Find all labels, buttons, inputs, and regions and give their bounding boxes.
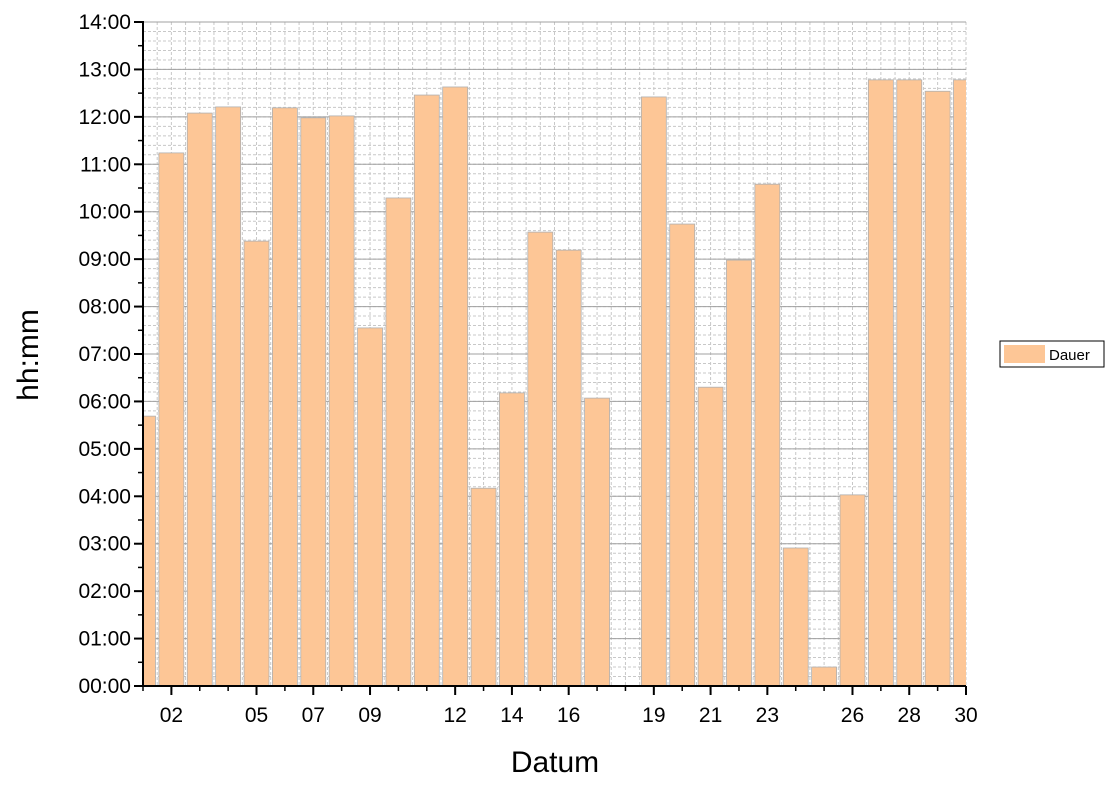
bar — [243, 240, 270, 686]
bar — [328, 115, 355, 686]
x-tick-label: 19 — [642, 704, 665, 727]
bar — [272, 107, 298, 686]
y-tick-label: 13:00 — [78, 58, 131, 81]
bar — [811, 666, 837, 686]
y-tick-label: 03:00 — [78, 533, 131, 556]
bar — [215, 106, 242, 686]
y-tick-label: 07:00 — [78, 343, 131, 366]
bar — [924, 90, 951, 686]
bar — [158, 152, 185, 686]
x-tick-label: 05 — [245, 704, 268, 727]
x-tick-label: 12 — [443, 704, 466, 727]
y-tick-label: 11:00 — [80, 153, 131, 176]
bar — [669, 223, 696, 686]
y-tick-label: 04:00 — [78, 485, 131, 508]
bar — [470, 487, 497, 686]
x-axis-label: Datum — [511, 746, 599, 779]
legend-swatch — [1004, 345, 1045, 363]
x-tick-label: 23 — [756, 704, 779, 727]
x-tick-label: 02 — [160, 704, 183, 727]
bar — [300, 117, 327, 686]
bar — [357, 327, 383, 686]
y-tick-label: 08:00 — [78, 296, 131, 319]
x-tick-label: 28 — [898, 704, 921, 727]
bar — [555, 249, 582, 686]
bar — [442, 86, 469, 686]
bar — [726, 259, 752, 686]
y-tick-label: 14:00 — [78, 11, 131, 34]
y-tick-label: 10:00 — [78, 201, 131, 224]
bar — [499, 392, 525, 686]
x-tick-label: 26 — [841, 704, 864, 727]
bar — [839, 494, 866, 686]
bar — [896, 79, 923, 686]
bar — [527, 231, 554, 686]
bar — [867, 79, 894, 686]
y-tick-label: 09:00 — [78, 248, 131, 271]
bar — [953, 79, 966, 686]
bar — [697, 386, 724, 686]
bar — [782, 547, 809, 686]
x-tick-label: 16 — [557, 704, 580, 727]
bar — [186, 112, 213, 686]
x-tick-label: 30 — [954, 704, 977, 727]
legend: Dauer — [999, 340, 1105, 368]
y-tick-label: 02:00 — [78, 580, 131, 603]
bar — [413, 94, 440, 686]
bar — [385, 197, 412, 686]
x-tick-label: 07 — [302, 704, 325, 727]
x-tick-label: 09 — [358, 704, 381, 727]
bar — [584, 397, 610, 686]
axes: 00:00 01:00 02:00 03:00 04:00 05:00 06:00 07:00… — [78, 11, 977, 727]
y-tick-label: 00:00 — [78, 675, 131, 698]
bars — [143, 79, 966, 686]
bar — [754, 183, 781, 686]
x-tick-label: 21 — [699, 704, 722, 727]
bar — [640, 96, 667, 686]
x-tick-label: 14 — [500, 704, 524, 727]
y-axis-label: hh:mm — [12, 309, 45, 401]
y-tick-label: 06:00 — [78, 390, 131, 413]
legend-label: Dauer — [1049, 347, 1090, 364]
y-tick-label: 01:00 — [78, 628, 131, 651]
y-tick-label: 12:00 — [78, 106, 131, 129]
y-tick-label: 05:00 — [78, 438, 131, 461]
